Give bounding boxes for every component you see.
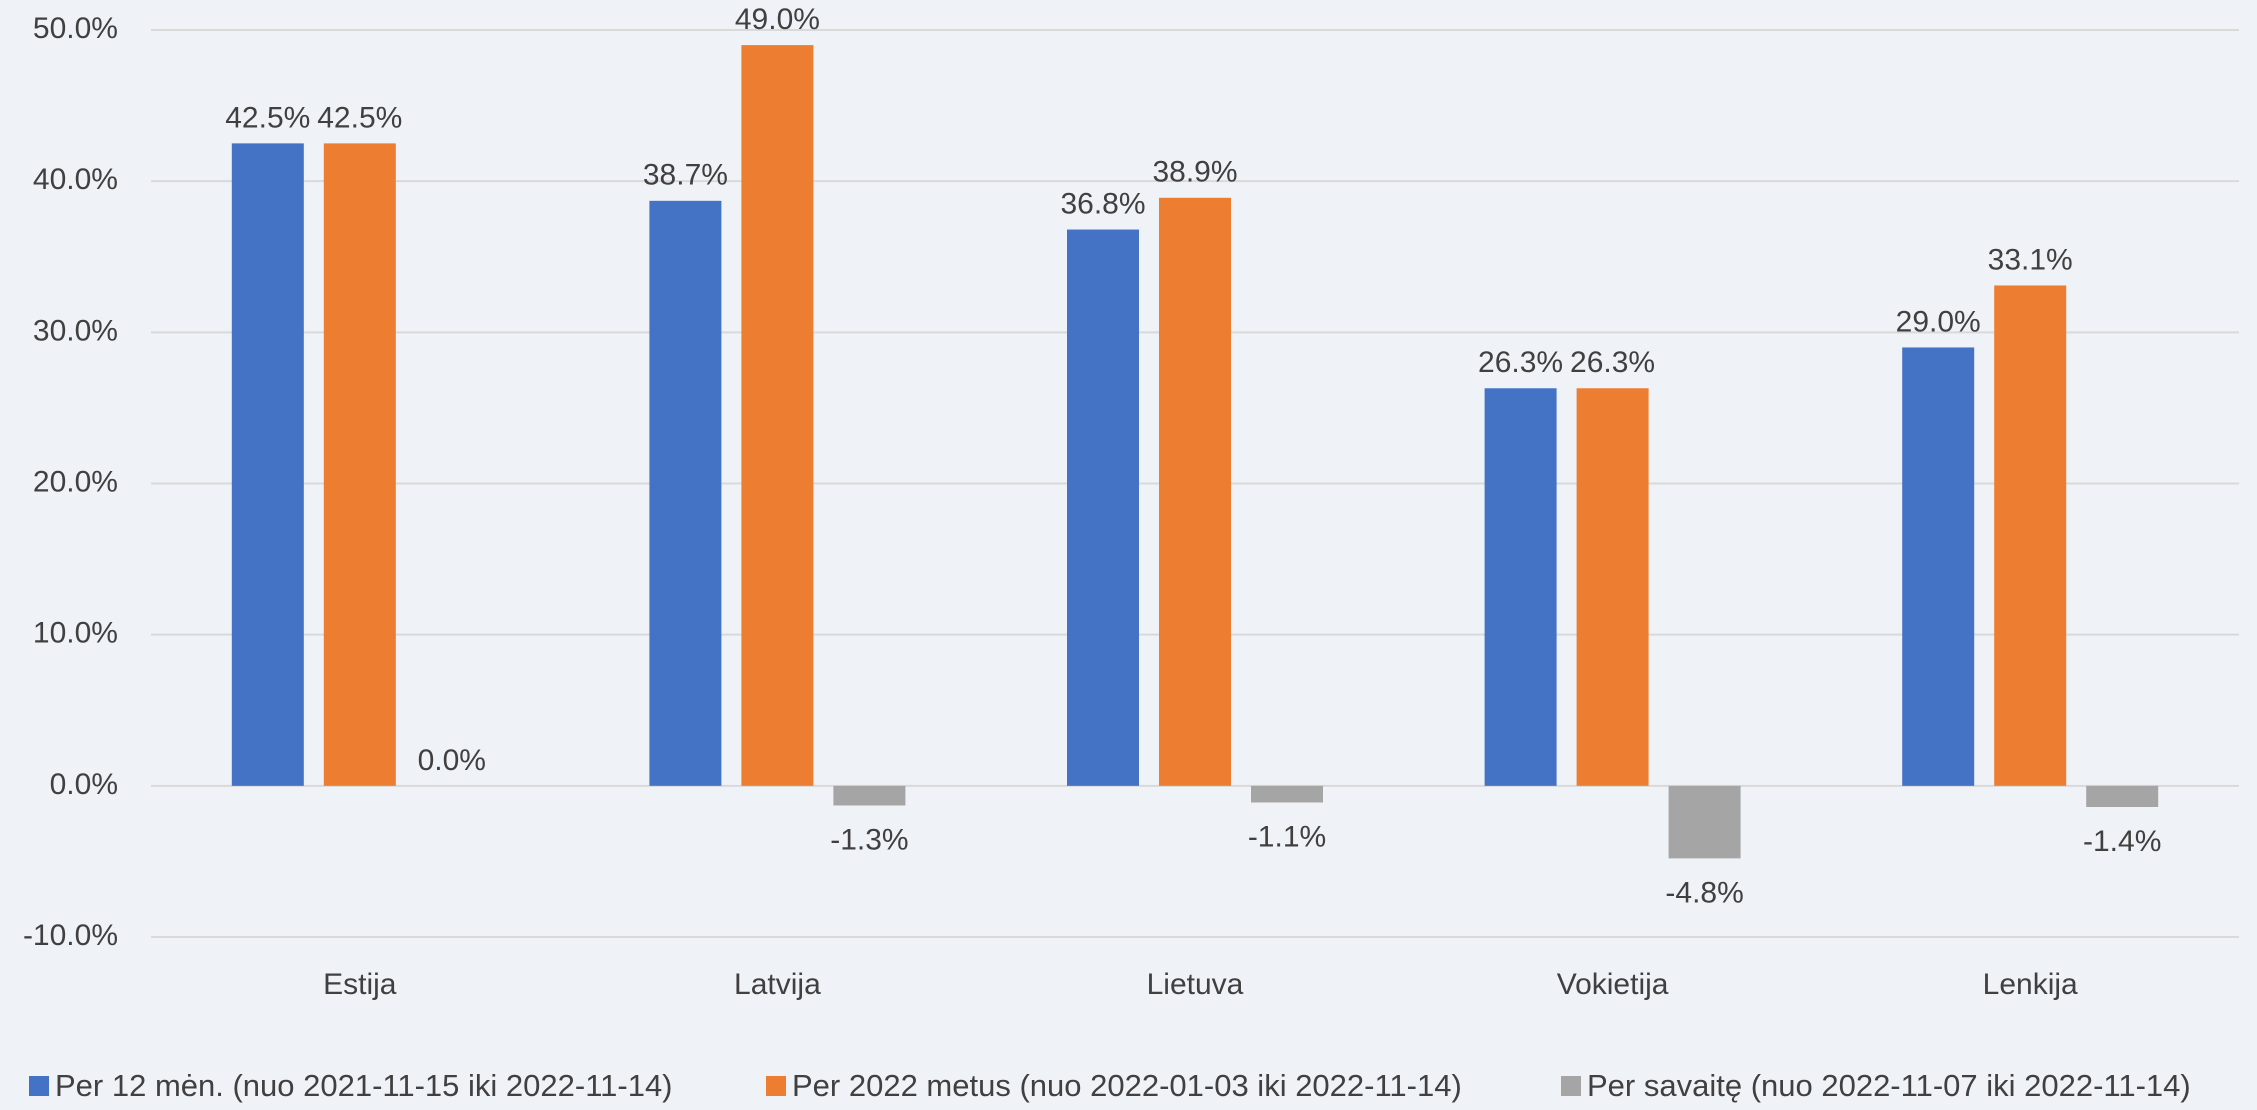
bar xyxy=(1067,229,1139,786)
value-label: 49.0% xyxy=(735,3,820,36)
bar xyxy=(1576,388,1649,786)
bar xyxy=(1159,197,1231,786)
value-label: 38.9% xyxy=(1152,156,1237,189)
y-tick-label: 30.0% xyxy=(33,314,118,347)
bar xyxy=(741,45,814,786)
legend-swatch xyxy=(766,1076,786,1096)
value-label: 29.0% xyxy=(1896,305,1981,338)
x-tick-label: Lenkija xyxy=(1983,968,2078,1001)
x-tick-label: Lietuva xyxy=(1147,968,1244,1001)
value-label: 0.0% xyxy=(418,744,486,777)
value-label: -1.4% xyxy=(2083,825,2161,858)
value-label: 42.5% xyxy=(317,101,402,134)
bar xyxy=(1484,388,1557,786)
bar xyxy=(833,785,906,806)
bar xyxy=(323,143,396,786)
y-tick-label: 20.0% xyxy=(33,465,118,498)
value-label: -4.8% xyxy=(1665,876,1743,909)
legend-label: Per 2022 metus (nuo 2022-01-03 iki 2022-… xyxy=(792,1068,1462,1103)
value-label: -1.3% xyxy=(830,823,908,856)
bar xyxy=(2086,785,2159,807)
value-label: 26.3% xyxy=(1570,346,1655,379)
value-label: 33.1% xyxy=(1988,243,2073,276)
legend-label: Per 12 mėn. (nuo 2021-11-15 iki 2022-11-… xyxy=(55,1068,673,1103)
x-tick-label: Latvija xyxy=(734,968,821,1001)
bar xyxy=(1251,785,1323,803)
value-label: 26.3% xyxy=(1478,346,1563,379)
x-tick-label: Vokietija xyxy=(1557,968,1669,1001)
legend-swatch xyxy=(1561,1076,1581,1096)
y-tick-label: 10.0% xyxy=(33,617,118,650)
value-label: -1.1% xyxy=(1248,820,1326,853)
value-label: 36.8% xyxy=(1060,187,1145,220)
bar xyxy=(231,143,304,786)
bar xyxy=(1994,285,2067,786)
y-tick-label: -10.0% xyxy=(23,919,118,952)
bar xyxy=(1902,347,1975,786)
bar xyxy=(649,200,722,786)
bar xyxy=(1668,785,1741,859)
value-label: 42.5% xyxy=(225,101,310,134)
legend-swatch xyxy=(29,1076,49,1096)
value-label: 38.7% xyxy=(643,159,728,192)
y-tick-label: 0.0% xyxy=(50,768,118,801)
x-tick-label: Estija xyxy=(323,968,397,1001)
legend-label: Per savaitę (nuo 2022-11-07 iki 2022-11-… xyxy=(1587,1068,2191,1103)
y-tick-label: 50.0% xyxy=(33,12,118,45)
y-tick-label: 40.0% xyxy=(33,163,118,196)
